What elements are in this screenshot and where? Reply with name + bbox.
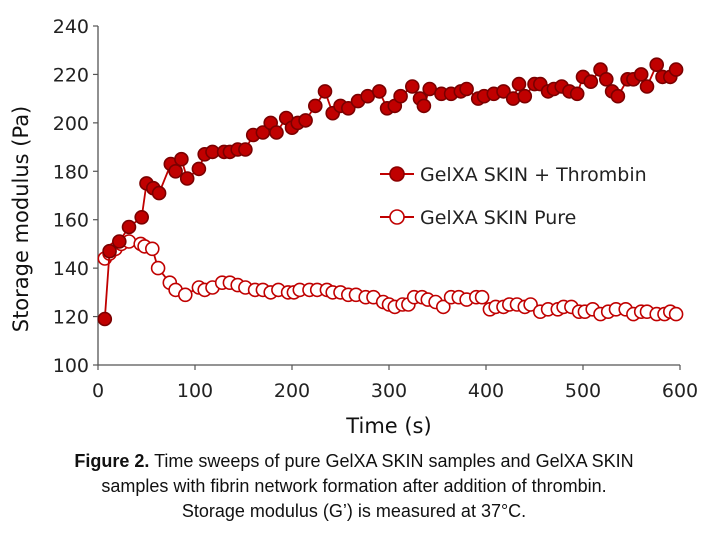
data-point-thrombin: [404, 79, 420, 94]
legend-label-pure: GelXA SKIN Pure: [420, 207, 576, 229]
data-point-thrombin: [317, 84, 333, 99]
caption-figure-label: Figure 2.: [74, 451, 150, 471]
data-point-thrombin: [569, 86, 585, 102]
figure-caption: Figure 2. Time sweeps of pure GelXA SKIN…: [0, 449, 708, 524]
data-point-pure: [668, 306, 684, 322]
chart: 0 100 200 300 400 500 600 10012014016018020022…: [9, 16, 698, 438]
data-point-thrombin: [307, 98, 323, 114]
data-point-thrombin: [459, 81, 474, 97]
x-tick-label: 0: [92, 380, 104, 402]
series-thrombin: [97, 57, 684, 327]
data-point-thrombin: [238, 142, 253, 157]
data-point-pure: [435, 299, 451, 315]
data-point-thrombin: [517, 88, 533, 104]
data-point-thrombin: [168, 164, 183, 179]
x-axis-ticks: 0 100 200 300 400 500 600: [92, 365, 698, 402]
y-tick-label: 100: [53, 355, 89, 377]
data-point-thrombin: [668, 62, 684, 77]
data-point-thrombin: [598, 72, 614, 87]
data-point-thrombin: [371, 84, 387, 99]
y-tick-label: 120: [53, 307, 89, 329]
data-point-thrombin: [102, 243, 117, 259]
x-tick-label: 400: [468, 380, 504, 402]
y-tick-label: 220: [53, 64, 89, 86]
data-point-thrombin: [112, 234, 127, 249]
data-point-thrombin: [583, 74, 599, 89]
data-point-pure: [474, 289, 490, 305]
data-point-thrombin: [179, 171, 195, 186]
caption-line-3: Storage modulus (G’) is measured at 37°C…: [181, 501, 527, 521]
data-point-thrombin: [134, 210, 149, 225]
caption-line-2: samples with fibrin network formation af…: [101, 476, 607, 496]
data-point-thrombin: [97, 311, 113, 327]
data-point-thrombin: [269, 125, 284, 140]
data-point-pure: [523, 297, 538, 312]
data-point-thrombin: [340, 101, 356, 116]
data-point-thrombin: [496, 84, 511, 99]
legend-marker-pure: [389, 209, 405, 225]
data-point-thrombin: [191, 161, 207, 177]
data-point-thrombin: [511, 76, 527, 92]
data-point-thrombin: [298, 113, 313, 128]
y-tick-label: 200: [53, 113, 89, 135]
y-tick-label: 180: [53, 161, 89, 183]
data-point-thrombin: [121, 219, 137, 235]
x-tick-label: 300: [371, 380, 407, 402]
data-point-pure: [145, 241, 160, 257]
caption-text-1: Time sweeps of pure GelXA SKIN samples a…: [154, 451, 634, 471]
data-point-thrombin: [174, 151, 189, 167]
series-pure: [97, 234, 684, 322]
legend-item-thrombin: GelXA SKIN + Thrombin: [380, 164, 647, 186]
data-point-thrombin: [610, 88, 626, 104]
data-point-thrombin: [393, 88, 408, 104]
data-point-thrombin: [505, 91, 521, 106]
data-point-thrombin: [639, 79, 655, 94]
legend-item-pure: GelXA SKIN Pure: [380, 207, 576, 229]
legend-marker-thrombin: [389, 166, 405, 182]
y-axis-ticks: 100 120 140 160 180 200 220 240: [53, 16, 98, 377]
caption-line-1: Figure 2. Time sweeps of pure GelXA SKIN…: [0, 449, 708, 474]
x-axis-label: Time (s): [345, 414, 431, 438]
data-point-pure: [150, 260, 166, 276]
plot-series: [97, 57, 684, 327]
x-tick-label: 200: [274, 380, 310, 402]
x-tick-label: 500: [565, 380, 601, 402]
data-point-pure: [178, 287, 193, 303]
x-tick-label: 600: [662, 380, 698, 402]
y-tick-label: 240: [53, 16, 89, 38]
data-point-thrombin: [151, 185, 167, 201]
data-point-thrombin: [633, 67, 649, 82]
data-point-thrombin: [649, 57, 665, 72]
y-tick-label: 160: [53, 210, 89, 232]
y-tick-label: 140: [53, 258, 89, 280]
legend-label-thrombin: GelXA SKIN + Thrombin: [420, 164, 647, 186]
y-axis-label: Storage modulus (Pa): [9, 106, 33, 333]
data-point-thrombin: [416, 98, 432, 114]
legend: GelXA SKIN + Thrombin GelXA SKIN Pure: [380, 164, 647, 229]
x-tick-label: 100: [177, 380, 213, 402]
